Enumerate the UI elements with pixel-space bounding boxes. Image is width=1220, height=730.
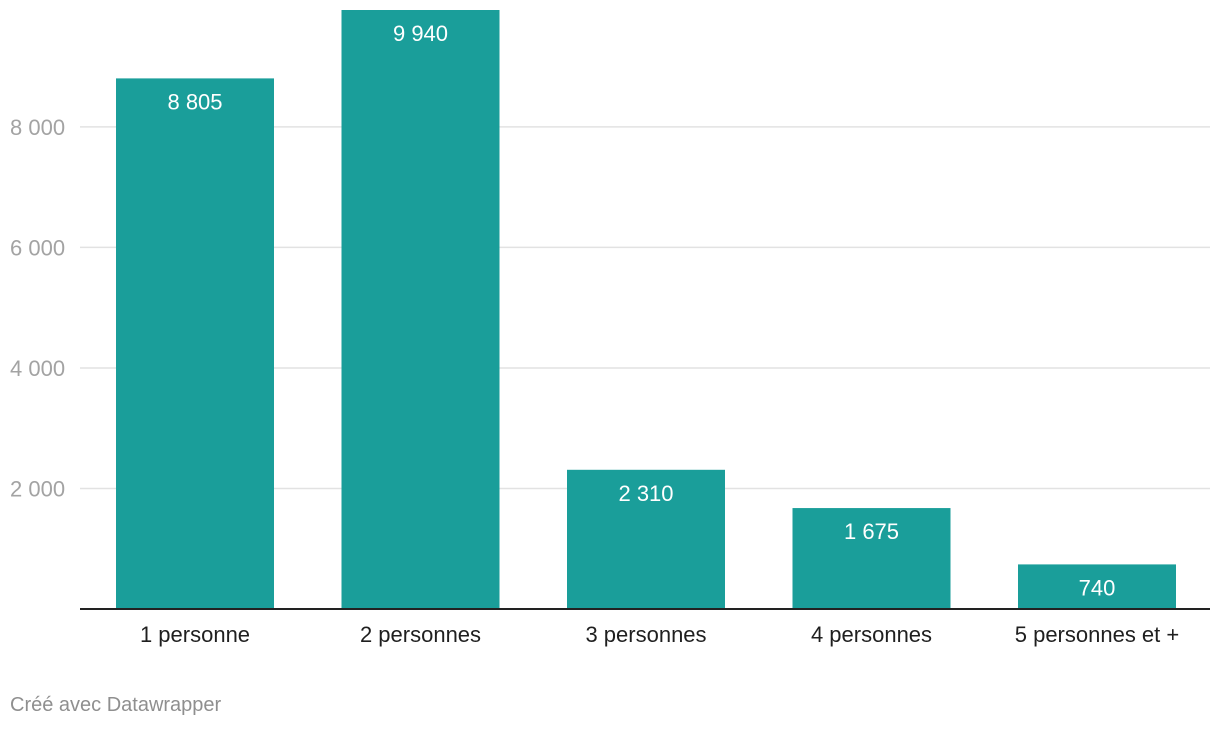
x-axis-ticks: 1 personne 2 personnes 3 personnes 4 person… — [140, 622, 1179, 647]
y-tick-label: 8 000 — [10, 115, 65, 140]
bars — [116, 10, 1176, 610]
data-label: 8 805 — [167, 89, 222, 114]
bar — [341, 10, 500, 609]
bar — [792, 508, 951, 609]
x-tick-label: 1 personne — [140, 622, 250, 647]
data-label: 2 310 — [618, 481, 673, 506]
y-tick-label: 4 000 — [10, 356, 65, 381]
y-axis-ticks: 2 000 4 000 6 000 8 000 — [10, 115, 65, 502]
x-tick-label: 4 personnes — [811, 622, 932, 647]
bar — [116, 78, 274, 610]
x-tick-label: 2 personnes — [360, 622, 481, 647]
bar — [1018, 564, 1176, 609]
data-labels: 8 805 9 940 2 310 1 675 740 — [167, 21, 1115, 600]
data-label: 9 940 — [393, 21, 448, 46]
y-tick-label: 6 000 — [10, 235, 65, 260]
x-tick-label: 3 personnes — [585, 622, 706, 647]
data-label: 1 675 — [844, 519, 899, 544]
bar — [567, 469, 725, 609]
data-label: 740 — [1079, 575, 1116, 600]
credit-footer: Créé avec Datawrapper — [10, 694, 222, 716]
y-tick-label: 2 000 — [10, 476, 65, 501]
x-tick-label: 5 personnes et + — [1015, 622, 1180, 647]
